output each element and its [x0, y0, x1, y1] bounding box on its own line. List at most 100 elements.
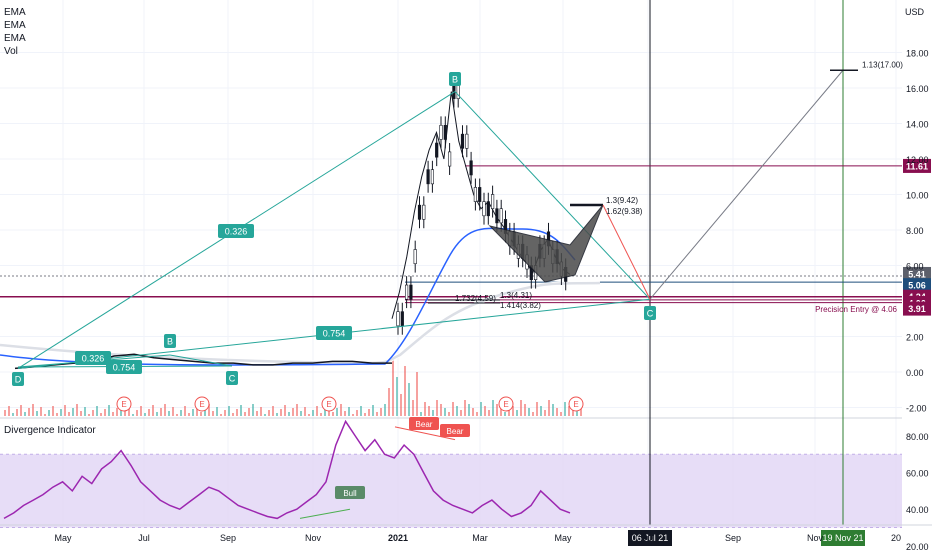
volume-bar — [428, 406, 430, 416]
volume-bar — [76, 404, 78, 416]
volume-bar — [420, 412, 422, 416]
volume-bar — [512, 406, 514, 416]
volume-bar — [80, 411, 82, 416]
bear-label-2: Bear — [447, 427, 464, 436]
volume-bar — [416, 372, 418, 416]
volume-bar — [108, 405, 110, 416]
small-point-c-bg — [226, 371, 238, 385]
rsi-tick-label: 80.00 — [906, 432, 929, 442]
volume-bar — [496, 404, 498, 416]
volume-bar — [88, 414, 90, 416]
volume-bar — [28, 408, 30, 416]
volume-bar — [316, 406, 318, 416]
small-point-c: C — [229, 374, 236, 384]
price-tick-label: -2.00 — [906, 404, 927, 414]
volume-bar — [140, 406, 142, 416]
legend-volume[interactable]: Vol — [4, 46, 18, 57]
candle-body — [478, 187, 482, 202]
small-ratio-1: 0.326 — [82, 354, 105, 364]
volume-bar — [272, 406, 274, 416]
candle-body — [409, 284, 413, 300]
candle-body — [473, 187, 478, 202]
volume-bar — [284, 405, 286, 416]
rsi-tick-label: 40.00 — [906, 505, 929, 515]
volume-bar — [488, 410, 490, 416]
candle-body — [495, 208, 499, 224]
volume-bar — [348, 407, 350, 416]
candle-body — [435, 142, 439, 158]
small-ratio-2: 0.754 — [113, 363, 136, 373]
entry-label: Precision Entry @ 4.06 — [815, 305, 897, 314]
volume-bar — [352, 414, 354, 416]
point-b-label-bg — [449, 72, 461, 86]
volume-bar — [500, 408, 502, 416]
volume-bar — [220, 414, 222, 416]
volume-bar — [184, 406, 186, 416]
price-tag-bg — [903, 266, 931, 281]
candle-body — [490, 194, 495, 209]
rsi-line — [3, 419, 571, 520]
volume-bar — [368, 409, 370, 416]
legend-ema-1[interactable]: EMA — [4, 7, 26, 18]
volume-bar — [376, 412, 378, 416]
volume-bar — [48, 410, 50, 416]
butterfly-label-2: 1.62(9.38) — [606, 207, 643, 216]
volume-bar — [452, 402, 454, 416]
volume-bar — [256, 411, 258, 416]
bear-divergence-line — [394, 426, 456, 441]
volume-bar — [280, 409, 282, 416]
earnings-label: E — [573, 400, 578, 409]
volume-bar — [412, 400, 414, 416]
volume-bar — [160, 408, 162, 416]
chart-axes: USD 18.00 16.00 14.00 12.00 10.00 8.00 6.00 2.00… — [0, 7, 932, 550]
candle-body — [499, 208, 503, 224]
volume-bar — [116, 408, 118, 416]
volume-bar — [568, 406, 570, 416]
volume-bar — [468, 404, 470, 416]
volume-bar — [400, 394, 402, 416]
volume-bar — [64, 405, 66, 416]
price-tick-label: 8.00 — [906, 226, 924, 236]
fib-label-1: 1.732(4.59) — [455, 294, 496, 303]
volume-bar — [112, 412, 114, 416]
price-tick-label: 6.00 — [906, 262, 924, 272]
earnings-marker — [498, 396, 514, 412]
ratio-label-dc: 0.754 — [323, 329, 346, 339]
volume-bar — [24, 412, 26, 416]
volume-bar — [224, 410, 226, 416]
volume-bar — [288, 412, 290, 416]
indicator-title[interactable]: Divergence Indicator — [4, 425, 96, 436]
legend-ema-3[interactable]: EMA — [4, 33, 26, 44]
price-tick-label: 16.00 — [906, 84, 929, 94]
candle-body — [469, 160, 473, 176]
price-tick-label: 14.00 — [906, 120, 929, 130]
candle-body — [439, 124, 443, 140]
time-tick-label: Jul — [642, 533, 654, 543]
volume-bar — [320, 413, 322, 416]
candle-body — [482, 201, 486, 217]
volume-bar — [40, 407, 42, 416]
time-tick-label: May — [554, 533, 572, 543]
butterfly-leg — [602, 204, 651, 300]
volume-bar — [52, 406, 54, 416]
volume-bar — [544, 410, 546, 416]
bull-divergence-line — [299, 508, 351, 519]
volume-bar — [268, 410, 270, 416]
time-tick-label: 20 — [891, 533, 901, 543]
butterfly-pattern — [488, 204, 604, 283]
volume-bar — [572, 410, 574, 416]
bear-label-1: Bear — [416, 420, 433, 429]
volume-bar — [244, 412, 246, 416]
earnings-label: E — [121, 400, 126, 409]
volume-bar — [156, 412, 158, 416]
volume-bar — [180, 410, 182, 416]
legend-ema-2[interactable]: EMA — [4, 20, 26, 31]
volume-bar — [188, 413, 190, 416]
volume-bar — [436, 400, 438, 416]
volume-bar — [432, 410, 434, 416]
volume-bar — [312, 410, 314, 416]
point-d-label-bg — [12, 372, 24, 386]
volume-bar — [396, 377, 398, 416]
